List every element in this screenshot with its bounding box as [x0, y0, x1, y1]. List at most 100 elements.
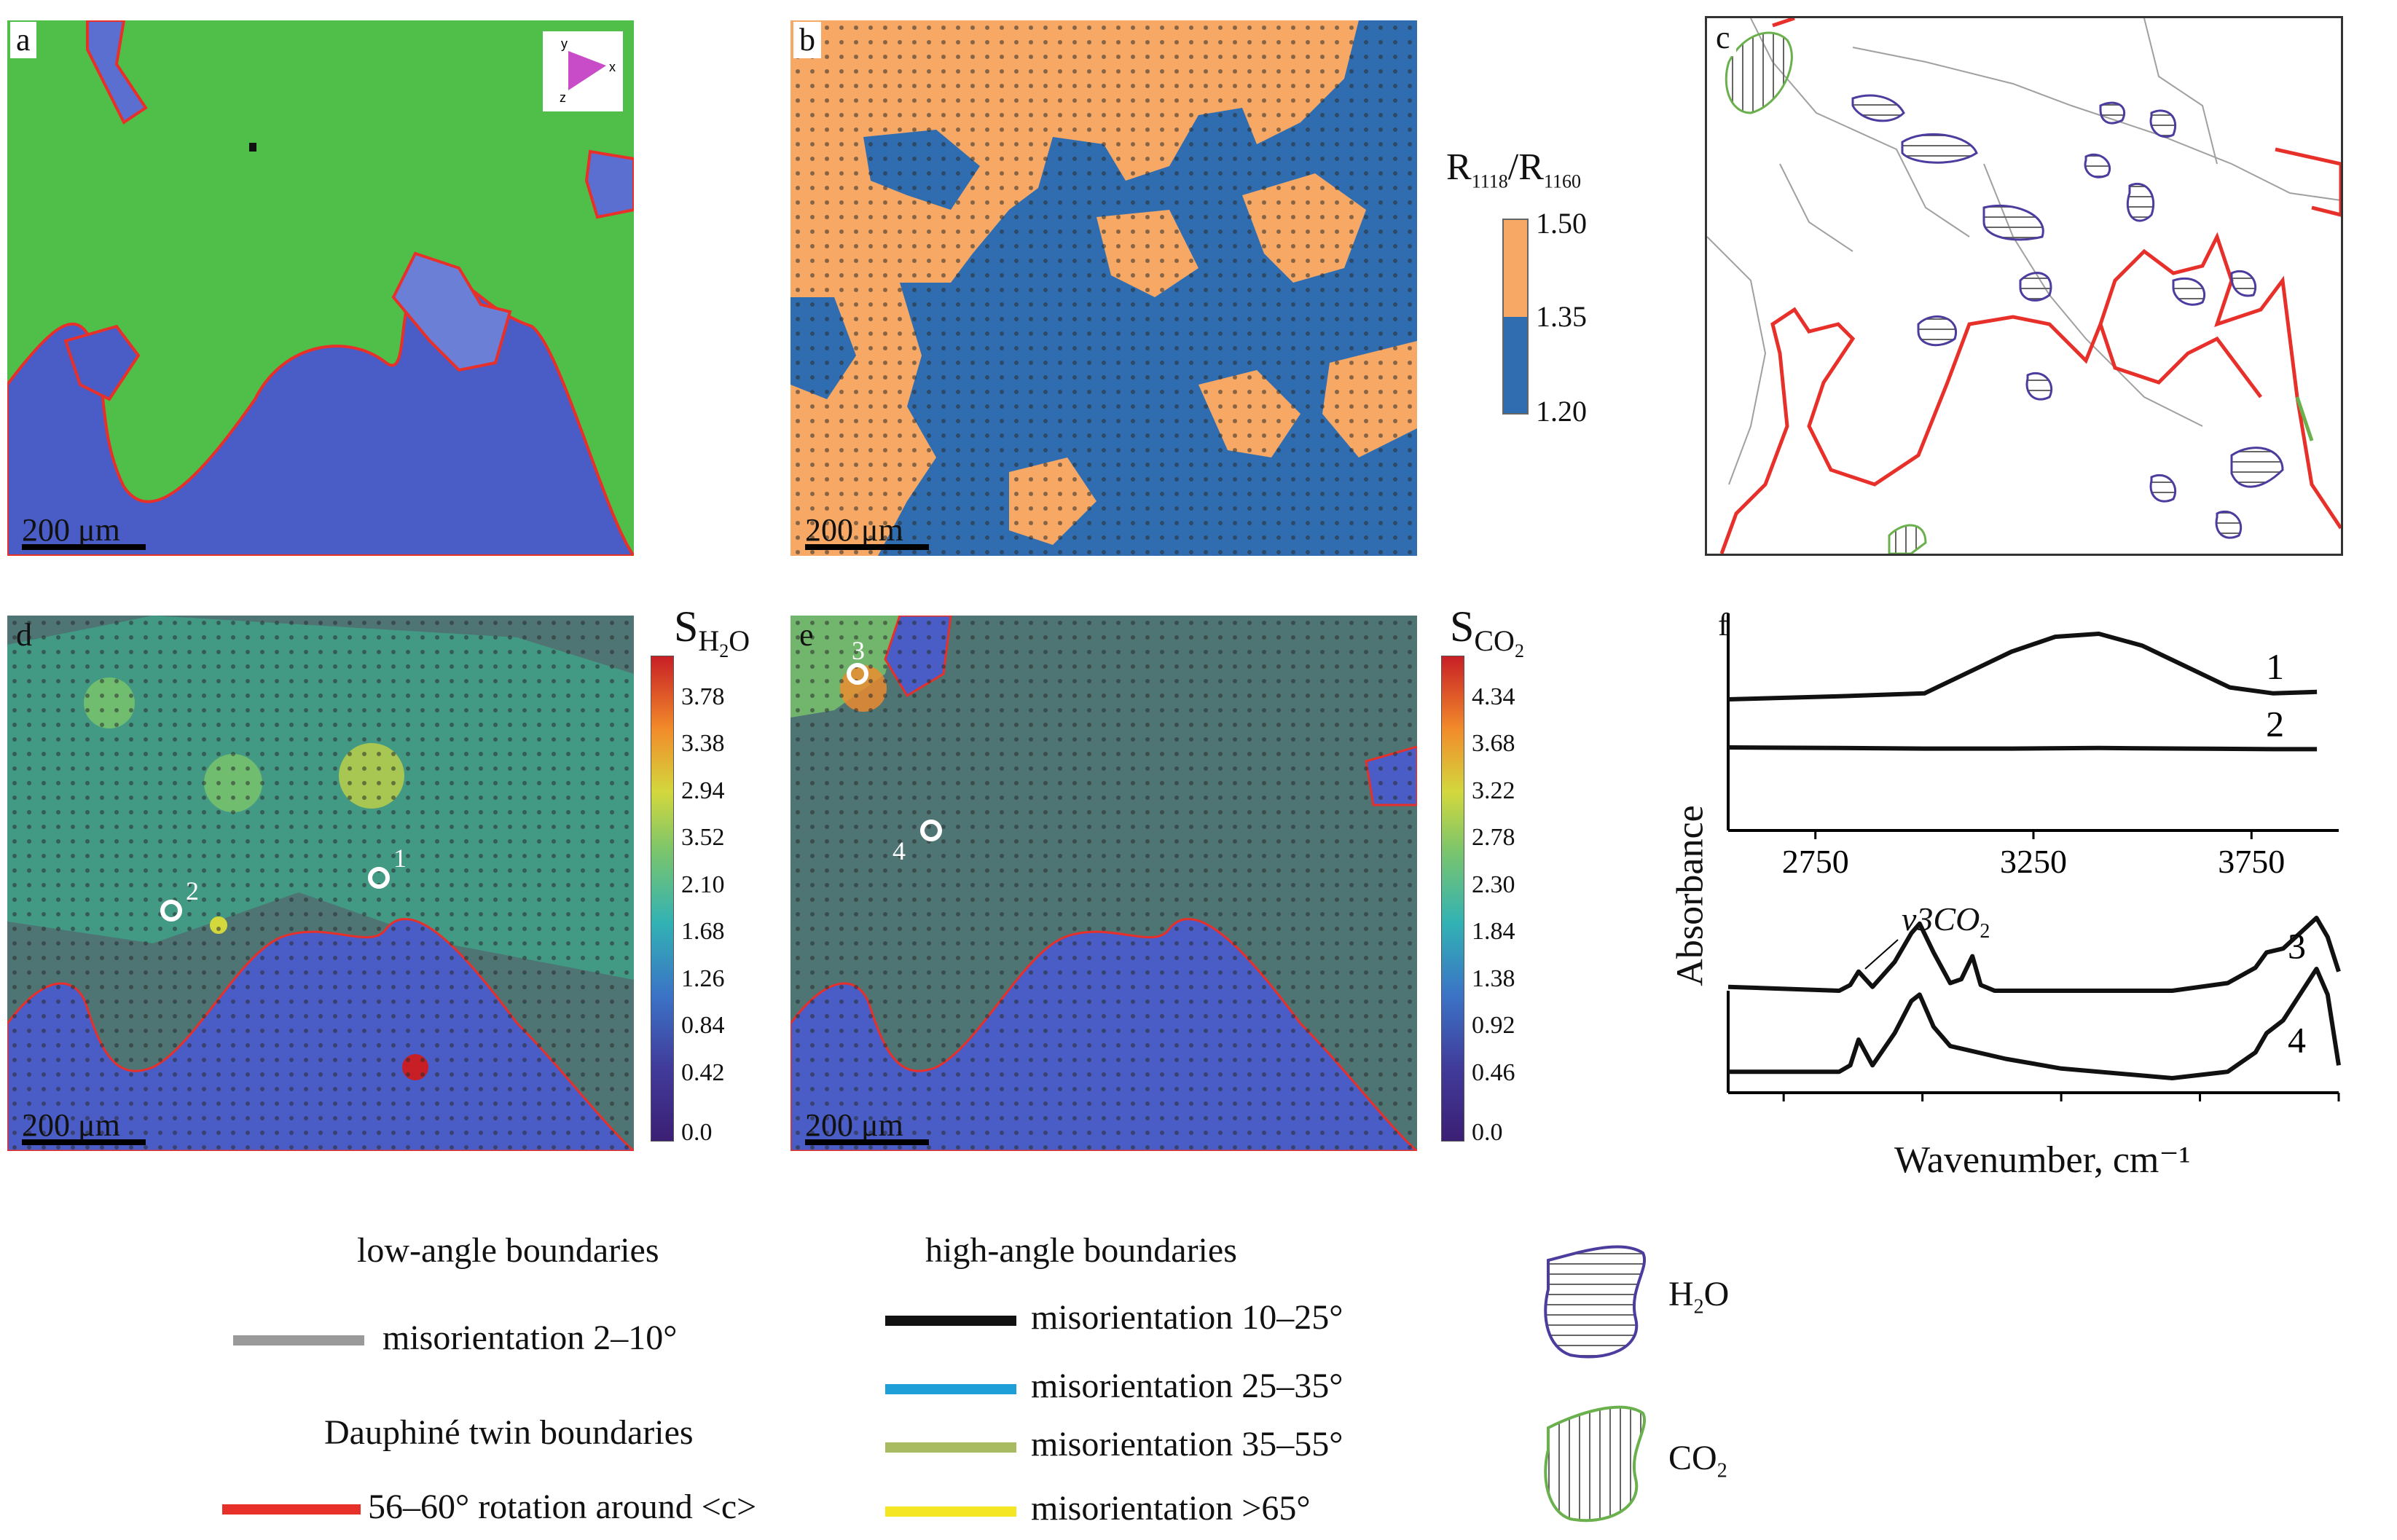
legend-twin-line [222, 1504, 361, 1515]
ratio-map-b [790, 20, 1417, 556]
ipf-legend: y x z [543, 31, 623, 111]
point-label: 2 [186, 876, 199, 905]
colorbar-b [1502, 219, 1529, 415]
panel-label: b [793, 22, 821, 58]
series-3-label: 3 [2288, 926, 2306, 967]
scale-bar: 200 μm [22, 512, 146, 550]
series-4-label: 4 [2288, 1019, 2306, 1060]
colorbar-b-title: R1118/R1160 [1446, 146, 1581, 192]
colorbar-d-tick: 1.26 [681, 965, 725, 992]
y-axis-label: Absorbance [1669, 805, 1711, 986]
scale-bar: 200 μm [805, 1107, 929, 1145]
colorbar-d [651, 656, 674, 1142]
colorbar-d-tick: 0.42 [681, 1059, 725, 1086]
panel-label: f [1718, 607, 1729, 643]
panel-c: c [1705, 16, 2343, 556]
boundary-map-c [1706, 16, 2343, 555]
annotation-leader [1864, 939, 1899, 970]
colorbar-e-tick: 0.46 [1472, 1059, 1515, 1086]
series-4-line [1728, 967, 2341, 1080]
colorbar-e-tick: 1.84 [1472, 918, 1515, 945]
panel-b: b 200 μm [790, 20, 1417, 556]
panel-label: d [16, 617, 32, 653]
legend-high-item-3: misorientation 35–55° [1031, 1425, 1343, 1464]
series-2-label: 2 [2266, 703, 2284, 744]
colorbar-e-tick: 3.68 [1472, 730, 1515, 757]
x-axis-label: Wavenumber, cm⁻¹ [1894, 1139, 2191, 1181]
legend-high-line-2 [885, 1384, 1016, 1394]
colorbar-b-tick: 1.35 [1536, 300, 1587, 333]
colorbar-e-tick: 0.0 [1472, 1119, 1503, 1146]
co2-legend-icon [1544, 1405, 1646, 1523]
colorbar-d-tick: 0.84 [681, 1012, 725, 1039]
point-label: 1 [393, 844, 407, 873]
lower-tick-label: 2000 [1750, 1105, 1817, 1107]
colorbar-e-tick: 3.22 [1472, 777, 1515, 804]
legend-low-angle-item: misorientation 2–10° [382, 1319, 678, 1357]
spectra-chart: 2750 3250 3750 2000 2250 2500 2750 3000 1 2 3 4 [1727, 613, 2372, 1107]
legend-low-angle-line [233, 1335, 364, 1345]
panel-e: 3 4 e 200 μm [789, 614, 1420, 1152]
scale-bar-label: 200 μm [22, 1107, 120, 1143]
legend-twin-item: 56–60° rotation around <c> [368, 1488, 757, 1526]
panel-a: y x z a 200 μm [6, 19, 637, 557]
ipf-x-label: x [609, 60, 616, 74]
colorbar-e-tick: 4.34 [1472, 683, 1515, 710]
legend-high-line-3 [885, 1442, 1016, 1453]
upper-tick-label: 3250 [2000, 843, 2067, 880]
legend-high-line-1 [885, 1316, 1016, 1326]
legend-high-line-4 [885, 1506, 1016, 1517]
panel-label: c [1710, 20, 1736, 56]
heatmap-d: 1 2 [6, 616, 637, 1152]
legend-twin-title: Dauphiné twin boundaries [324, 1413, 694, 1452]
legend-high-item-4: misorientation >65° [1031, 1489, 1311, 1528]
lower-tick-label: 2750 [2167, 1105, 2234, 1107]
panel-f: f 2750 3250 3750 2000 2250 2500 2750 3000 1 2 3 4… [1647, 597, 2397, 1195]
lower-tick-label: 2250 [1889, 1105, 1956, 1107]
legend-high-item-2: misorientation 25–35° [1031, 1367, 1343, 1405]
upper-tick-label: 3750 [2218, 843, 2285, 880]
colorbar-d-tick: 1.68 [681, 918, 725, 945]
colorbar-d-tick: 3.78 [681, 683, 725, 710]
colorbar-d-tick: 3.38 [681, 730, 725, 757]
legend-h2o-label: H2O [1668, 1275, 1730, 1319]
legend-co2-label: CO2 [1668, 1439, 1727, 1482]
point-label: 4 [892, 836, 906, 865]
colorbar-b-tick: 1.50 [1536, 207, 1587, 240]
panel-label: e [799, 617, 814, 653]
colorbar-d-tick: 0.0 [681, 1119, 713, 1146]
scale-bar: 200 μm [22, 1107, 146, 1145]
point-label: 3 [852, 636, 865, 665]
legend-low-angle-title: low-angle boundaries [357, 1231, 659, 1270]
ebsd-map-a: y x z [6, 19, 637, 557]
ipf-z-label: z [560, 90, 566, 105]
scale-bar-label: 200 μm [805, 512, 903, 548]
scale-bar: 200 μm [805, 512, 929, 550]
series-2-line [1727, 745, 2318, 752]
h2o-legend-icon [1544, 1245, 1646, 1359]
panel-d: 1 2 d 200 μm [6, 616, 637, 1152]
upper-tick-label: 2750 [1782, 843, 1849, 880]
colorbar-d-title: SH2O [674, 602, 750, 661]
colorbar-e-tick: 2.30 [1472, 871, 1515, 898]
colorbar-e-tick: 0.92 [1472, 1012, 1515, 1039]
lower-tick-label: 2500 [2028, 1105, 2095, 1107]
co2-annotation: v3CO2 [1902, 900, 1990, 943]
scale-bar-label: 200 μm [22, 512, 120, 548]
colorbar-e [1441, 656, 1464, 1142]
lower-tick-label: 3000 [2305, 1105, 2372, 1107]
colorbar-d-tick: 2.94 [681, 777, 725, 804]
series-1-line [1727, 632, 2318, 702]
colorbar-d-tick: 3.52 [681, 824, 725, 851]
heatmap-e: 3 4 [789, 614, 1420, 1152]
scale-bar-label: 200 μm [805, 1107, 903, 1143]
colorbar-e-title: SCO2 [1450, 602, 1524, 661]
colorbar-e-tick: 1.38 [1472, 965, 1515, 992]
legend-high-angle-title: high-angle boundaries [925, 1231, 1237, 1270]
series-3-line [1727, 916, 2341, 993]
panel-label: a [10, 22, 36, 58]
colorbar-d-tick: 2.10 [681, 871, 725, 898]
colorbar-b-tick: 1.20 [1536, 395, 1587, 428]
ipf-y-label: y [561, 36, 568, 51]
series-1-label: 1 [2266, 646, 2284, 687]
